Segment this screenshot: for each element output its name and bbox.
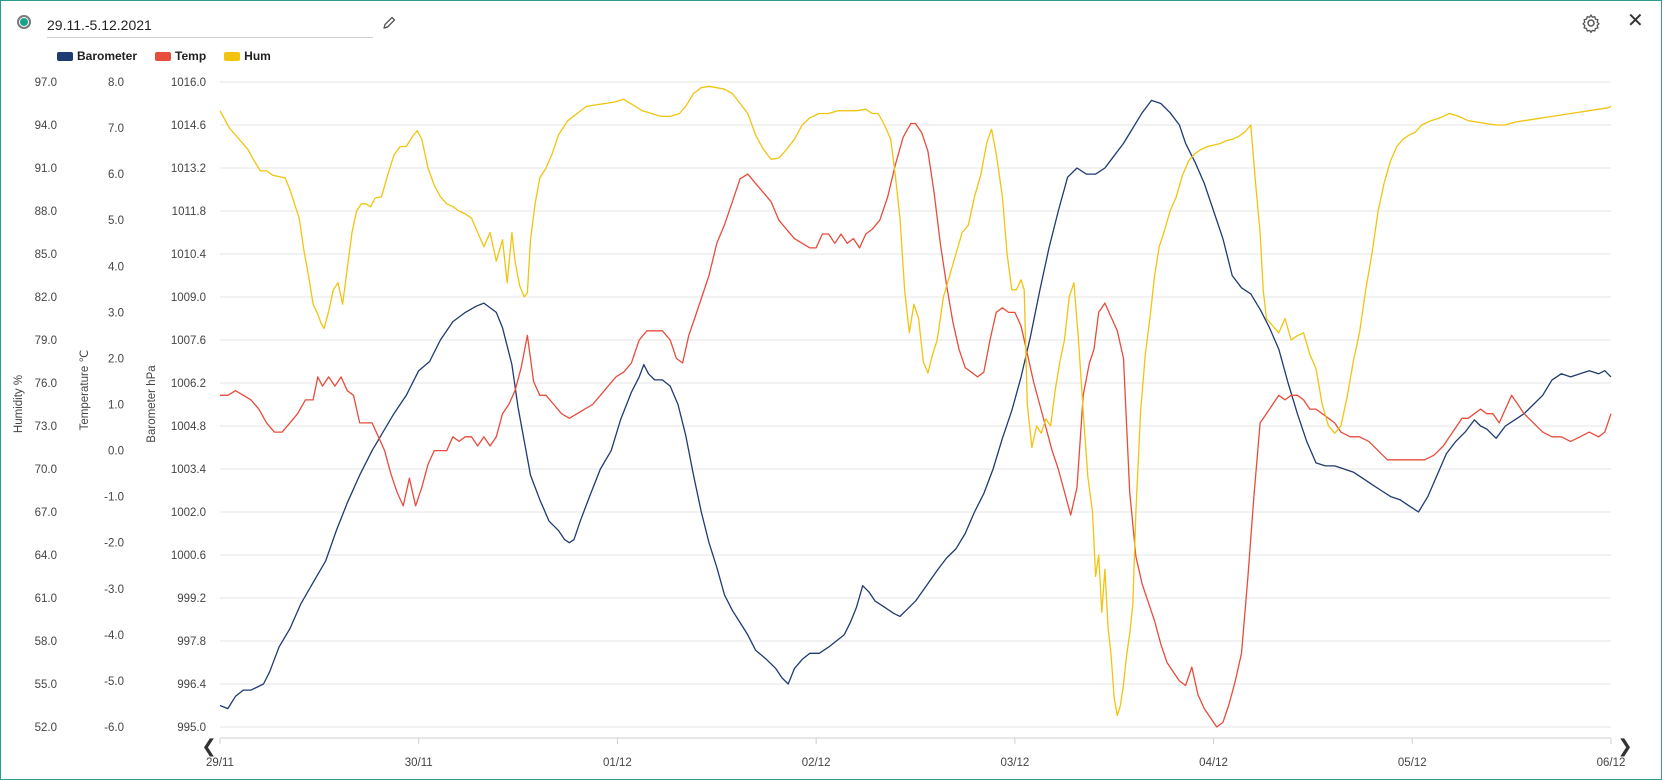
series-line-temp[interactable] bbox=[220, 122, 1612, 728]
y-tick-label-temp: 6.0 bbox=[108, 169, 124, 181]
y-tick-label-temp: 8.0 bbox=[108, 77, 124, 89]
y-tick-label-hum: 97.0 bbox=[35, 77, 57, 89]
y-tick-label-hum: 88.0 bbox=[35, 206, 57, 218]
y-tick-label-baro: 1000.6 bbox=[171, 550, 206, 562]
x-tick-label: 30/11 bbox=[405, 757, 433, 769]
y-tick-label-baro: 1004.8 bbox=[171, 421, 206, 433]
legend-swatch-hum bbox=[224, 51, 241, 61]
legend: Barometer Temp Hum bbox=[57, 49, 271, 63]
y-tick-label-baro: 1011.8 bbox=[172, 206, 206, 218]
y-tick-label-temp: 4.0 bbox=[108, 261, 124, 273]
y-tick-label-hum: 70.0 bbox=[35, 464, 57, 476]
gear-icon[interactable] bbox=[1581, 13, 1601, 33]
legend-label-barometer: Barometer bbox=[77, 49, 138, 63]
legend-item-hum[interactable]: Hum bbox=[224, 49, 271, 63]
close-icon[interactable]: ✕ bbox=[1627, 10, 1644, 32]
y-tick-label-hum: 64.0 bbox=[35, 550, 57, 562]
header: ✕ bbox=[1, 1, 1661, 47]
x-tick-label: 02/12 bbox=[802, 757, 831, 769]
series-line-barometer[interactable] bbox=[219, 99, 1612, 710]
y-axis-title-hum: Humidity % bbox=[13, 375, 25, 433]
y-axis-title-temp: Temperature ℃ bbox=[79, 350, 91, 431]
y-tick-label-hum: 85.0 bbox=[35, 249, 57, 261]
y-tick-label-hum: 79.0 bbox=[35, 335, 57, 347]
y-tick-label-temp: -4.0 bbox=[104, 630, 124, 642]
legend-swatch-barometer bbox=[57, 51, 73, 61]
legend-swatch-temp bbox=[155, 51, 172, 61]
y-tick-label-temp: -2.0 bbox=[104, 538, 124, 550]
legend-item-barometer[interactable]: Barometer bbox=[57, 49, 137, 63]
x-tick-label: 04/12 bbox=[1199, 757, 1228, 769]
y-tick-label-baro: 1006.2 bbox=[171, 378, 206, 390]
y-tick-label-hum: 76.0 bbox=[35, 378, 57, 390]
x-tick-label: 01/12 bbox=[603, 757, 632, 769]
y-tick-label-baro: 1009.0 bbox=[171, 292, 206, 304]
prev-period-arrow-icon[interactable]: ❮ bbox=[201, 736, 216, 757]
y-tick-label-hum: 55.0 bbox=[35, 679, 57, 691]
y-tick-label-temp: 1.0 bbox=[108, 400, 124, 412]
series-line-hum[interactable] bbox=[219, 85, 1612, 717]
y-tick-label-baro: 1013.2 bbox=[171, 163, 206, 175]
legend-label-temp: Temp bbox=[175, 49, 207, 63]
y-tick-label-temp: -1.0 bbox=[104, 492, 124, 504]
y-tick-label-hum: 73.0 bbox=[35, 421, 57, 433]
y-tick-label-baro: 997.8 bbox=[177, 636, 206, 648]
y-tick-label-temp: 5.0 bbox=[108, 215, 124, 227]
x-tick-label: 05/12 bbox=[1398, 757, 1427, 769]
pencil-icon[interactable] bbox=[381, 15, 397, 31]
y-tick-label-hum: 67.0 bbox=[35, 507, 57, 519]
y-tick-label-temp: 2.0 bbox=[108, 353, 124, 365]
y-tick-label-temp: 7.0 bbox=[108, 123, 124, 135]
y-tick-label-temp: 0.0 bbox=[108, 446, 124, 458]
x-tick-label: 03/12 bbox=[1000, 757, 1029, 769]
y-tick-label-temp: -3.0 bbox=[104, 584, 124, 596]
legend-label-hum: Hum bbox=[244, 49, 271, 63]
y-tick-label-hum: 58.0 bbox=[35, 636, 57, 648]
y-tick-label-baro: 1010.4 bbox=[171, 249, 207, 261]
y-tick-label-baro: 999.2 bbox=[177, 593, 206, 605]
y-tick-label-baro: 1014.6 bbox=[171, 120, 206, 132]
y-tick-label-baro: 1016.0 bbox=[171, 77, 206, 89]
y-tick-label-hum: 52.0 bbox=[35, 722, 57, 734]
legend-item-temp[interactable]: Temp bbox=[155, 49, 206, 63]
y-tick-label-hum: 82.0 bbox=[35, 292, 57, 304]
y-tick-label-temp: 3.0 bbox=[108, 307, 124, 319]
y-axis-title-baro: Barometer hPa bbox=[146, 365, 158, 443]
status-dot-icon[interactable] bbox=[17, 15, 31, 29]
next-period-arrow-icon[interactable]: ❯ bbox=[1617, 736, 1632, 757]
x-tick-label: 06/12 bbox=[1597, 757, 1626, 769]
y-tick-label-baro: 996.4 bbox=[177, 679, 206, 691]
y-tick-label-hum: 91.0 bbox=[35, 163, 57, 175]
y-tick-label-baro: 1007.6 bbox=[171, 335, 206, 347]
y-tick-label-baro: 995.0 bbox=[177, 722, 206, 734]
y-tick-label-baro: 1003.4 bbox=[171, 464, 207, 476]
y-tick-label-hum: 94.0 bbox=[35, 120, 57, 132]
y-tick-label-baro: 1002.0 bbox=[171, 507, 206, 519]
y-tick-label-hum: 61.0 bbox=[35, 593, 57, 605]
x-tick-label: 29/11 bbox=[206, 757, 234, 769]
y-tick-label-temp: -6.0 bbox=[104, 722, 124, 734]
y-tick-label-temp: -5.0 bbox=[104, 676, 124, 688]
title-input[interactable] bbox=[47, 13, 373, 38]
